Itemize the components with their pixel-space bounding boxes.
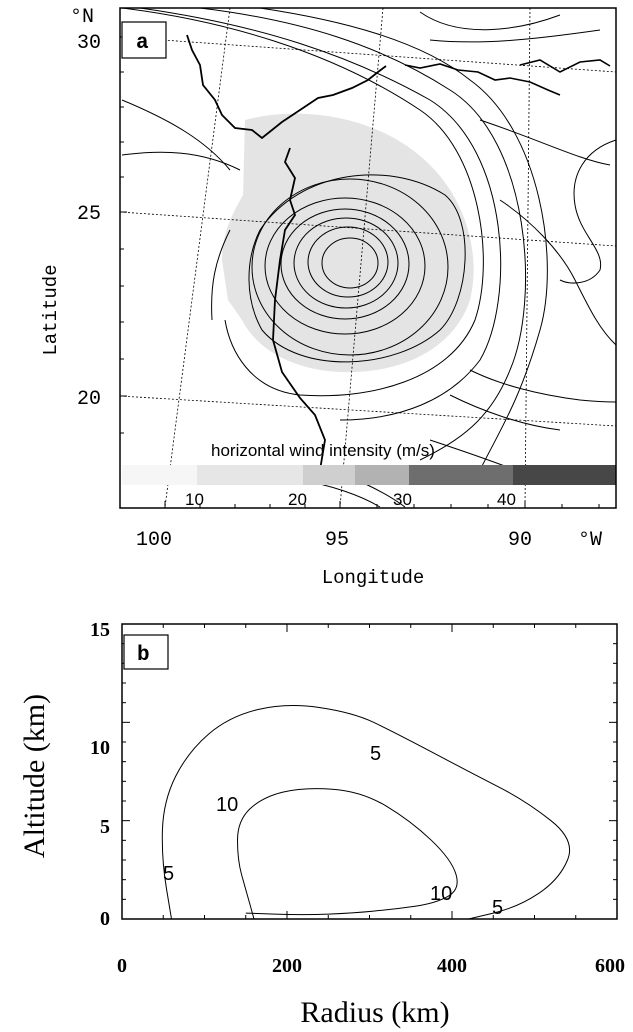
- panel-b-frame: [121, 623, 618, 920]
- lon-tick-95: 95: [325, 529, 349, 552]
- contour-label-10-left: 10: [216, 794, 238, 816]
- panel-b-frame-ticks: [121, 623, 618, 920]
- colorbar-title: horizontal wind intensity (m/s): [211, 441, 435, 460]
- streamlines: [121, 7, 617, 508]
- lat-tick-30: 30: [77, 32, 101, 55]
- y-tick-0: 0: [100, 908, 110, 930]
- colorbar: horizontal wind intensity (m/s) 10 20 30…: [122, 441, 616, 509]
- colorbar-shade-6: [513, 465, 616, 485]
- x-tick-0: 0: [117, 955, 127, 977]
- panel-b-contours: [161, 705, 571, 920]
- wind-intensity-shading: [222, 113, 474, 373]
- x-tick-400: 400: [437, 955, 467, 977]
- y-tick-5: 5: [100, 816, 110, 838]
- contour-label-5-right: 5: [492, 897, 503, 919]
- coastline: [186, 34, 387, 471]
- lat-tick-25: 25: [77, 203, 101, 226]
- panel-b-label-box: [123, 634, 169, 670]
- panel-b-xlabel: Radius (km): [300, 996, 449, 1029]
- panel-a-label: a: [136, 32, 149, 55]
- colorbar-tick-30: 30: [393, 490, 412, 509]
- lon-unit-label: °W: [578, 529, 602, 552]
- panel-b: b 15 10 5 0 0 200 400 600 Altitude (km) …: [18, 619, 625, 1029]
- panel-a-label-box: [121, 21, 167, 59]
- panel-b-label: b: [137, 644, 150, 667]
- y-tick-10: 10: [90, 737, 110, 759]
- lat-tick-20: 20: [77, 388, 101, 411]
- panel-a: horizontal wind intensity (m/s) 10 20 30…: [40, 6, 617, 589]
- coastline-east: [404, 59, 611, 96]
- panel-a-frame: [119, 7, 617, 509]
- colorbar-tick-40: 40: [497, 490, 516, 509]
- lon-tick-90: 90: [508, 529, 532, 552]
- colorbar-shade-3: [303, 465, 355, 485]
- contour-label-10-right: 10: [430, 883, 452, 905]
- y-tick-15: 15: [90, 619, 110, 641]
- x-tick-600: 600: [595, 955, 625, 977]
- panel-a-xlabel: Longitude: [322, 567, 425, 589]
- colorbar-tick-10: 10: [185, 490, 204, 509]
- colorbar-shade-2: [197, 465, 303, 485]
- lon-tick-100: 100: [136, 529, 172, 552]
- colorbar-shade-1: [122, 465, 197, 485]
- panel-b-ylabel: Altitude (km): [18, 694, 51, 858]
- contour-label-5-top: 5: [370, 743, 381, 765]
- contour-line-10-1: [236, 788, 458, 920]
- colorbar-shade-5: [409, 465, 513, 485]
- lat-unit-label: °N: [70, 6, 94, 29]
- contour-label-5-left: 5: [163, 863, 174, 885]
- contour-line-5-0: [161, 705, 571, 920]
- panel-a-frame-ticks: [120, 36, 600, 508]
- colorbar-shade-4: [355, 465, 409, 485]
- colorbar-tick-20: 20: [288, 490, 307, 509]
- x-tick-200: 200: [272, 955, 302, 977]
- map-graticule: [119, 7, 617, 508]
- panel-a-ylabel: Latitude: [40, 264, 62, 355]
